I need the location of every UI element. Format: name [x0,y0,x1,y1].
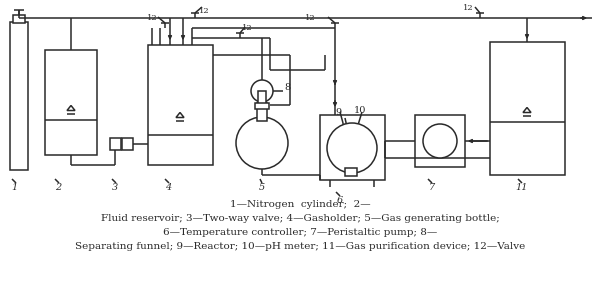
Polygon shape [67,105,75,110]
Text: 3: 3 [112,183,118,192]
Bar [255,103,269,109]
Circle shape [236,117,288,169]
Text: 12: 12 [146,14,157,22]
Text: 2: 2 [55,183,61,192]
Text: 6: 6 [337,196,343,205]
Text: 4: 4 [165,183,171,192]
Bar [345,168,357,176]
Text: 12: 12 [242,24,253,32]
Bar [45,50,97,155]
Bar [13,15,25,23]
Text: 12: 12 [305,14,316,22]
Text: 9: 9 [335,108,341,117]
Bar [415,115,465,167]
Circle shape [327,123,377,173]
Text: 5: 5 [259,183,265,192]
Text: 11: 11 [516,183,528,192]
Bar [258,91,266,106]
Bar [10,22,28,170]
Polygon shape [523,108,531,112]
Text: 6—Temperature controller; 7—Peristaltic pump; 8—: 6—Temperature controller; 7—Peristaltic … [163,228,437,237]
Circle shape [423,124,457,158]
Bar [110,138,121,150]
Text: 12: 12 [463,4,473,12]
Bar [148,45,213,165]
Text: Separating funnel; 9—Reactor; 10—pH meter; 11—Gas purification device; 12—Valve: Separating funnel; 9—Reactor; 10—pH mete… [75,242,525,251]
Bar [320,115,385,180]
Bar [122,138,133,150]
Text: 12: 12 [199,7,209,15]
Bar [490,42,565,175]
Text: Fluid reservoir; 3—Two-way valve; 4—Gasholder; 5—Gas generating bottle;: Fluid reservoir; 3—Two-way valve; 4—Gash… [101,214,499,223]
Polygon shape [176,112,184,118]
Circle shape [251,80,273,102]
Text: 1: 1 [11,183,17,192]
Text: 8: 8 [284,82,290,92]
Bar [257,103,267,121]
Text: 7: 7 [429,183,435,192]
Text: 1—Nitrogen  cylinder;  2—: 1—Nitrogen cylinder; 2— [230,200,370,209]
Text: 10: 10 [354,106,366,115]
